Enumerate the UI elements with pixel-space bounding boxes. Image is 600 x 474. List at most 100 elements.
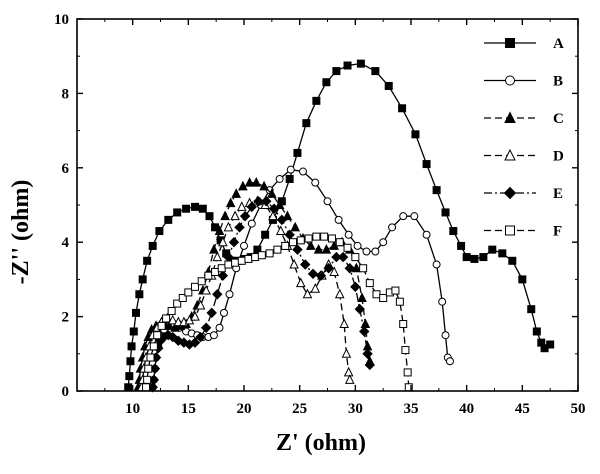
y-axis-title: -Z'' (ohm) xyxy=(8,180,34,285)
series-f-point xyxy=(244,254,253,263)
axes-layer: 10 15 20 25 30 35 40 45 50 0 2 4 6 8 10 xyxy=(54,12,586,417)
series-e-point xyxy=(234,222,245,233)
series-d-point xyxy=(289,258,299,269)
series-e-point xyxy=(212,289,223,300)
series-f-point xyxy=(281,241,290,250)
legend-marker-a xyxy=(505,38,515,48)
x-tick-label: 20 xyxy=(237,401,252,417)
series-a-point xyxy=(384,81,393,90)
series-e-point xyxy=(284,229,295,240)
series-c-point xyxy=(267,188,277,198)
series-a-point xyxy=(322,78,331,87)
series-f-point xyxy=(204,271,213,280)
x-tick-label: 35 xyxy=(404,401,419,417)
series-e-point xyxy=(323,263,334,274)
series-d-point xyxy=(201,284,211,295)
y-tick-label: 8 xyxy=(62,86,70,102)
series-d-point xyxy=(195,299,206,310)
x-axis-title: Z' (ohm) xyxy=(276,430,366,456)
series-a-point xyxy=(127,342,136,351)
y-tick-label: 2 xyxy=(62,310,70,326)
series-d-point xyxy=(295,277,306,288)
series-c-point xyxy=(231,188,242,198)
series-f-point xyxy=(320,232,329,241)
series-f-point xyxy=(343,243,352,252)
x-tick-label: 30 xyxy=(348,401,363,417)
y-tick-label: 0 xyxy=(62,384,70,400)
series-f-point xyxy=(401,346,410,355)
series-a-point xyxy=(293,148,302,157)
series-b-point xyxy=(299,167,308,176)
series-a-point xyxy=(173,208,182,217)
series-a-point xyxy=(124,383,133,392)
series-f-point xyxy=(157,321,166,330)
series-b-point xyxy=(247,219,256,228)
legend-item-d: D xyxy=(484,149,564,165)
series-a-point xyxy=(532,327,541,336)
series-c-point xyxy=(244,177,255,187)
series-f-point xyxy=(365,279,374,288)
series-a-point xyxy=(449,227,458,236)
series-e-point xyxy=(315,270,327,281)
series-b-point xyxy=(225,290,234,299)
series-f-point xyxy=(231,258,240,267)
series-a-point xyxy=(164,215,173,224)
legend-label-f: F xyxy=(553,224,562,240)
series-a-point xyxy=(205,212,214,221)
series-e-point xyxy=(307,268,319,280)
series-e-point xyxy=(253,196,264,207)
series-a-point xyxy=(527,305,536,314)
legend-label-d: D xyxy=(553,149,564,165)
series-a-point xyxy=(398,104,407,113)
series-a-point xyxy=(302,119,311,128)
series-f-point xyxy=(149,342,158,351)
series-c-point xyxy=(251,177,262,187)
series-d-line xyxy=(140,200,351,388)
series-e-point xyxy=(246,201,258,213)
series-f-point xyxy=(265,249,274,258)
series-e-point xyxy=(344,263,355,274)
series-e-point xyxy=(195,331,206,343)
series-c-point xyxy=(238,180,248,191)
series-b-point xyxy=(399,212,408,221)
series-b-point xyxy=(432,260,441,269)
legend: A B C D E F xyxy=(484,36,564,240)
series-a-point xyxy=(432,186,441,195)
series-b-point xyxy=(362,247,371,256)
series-a-point xyxy=(479,253,488,262)
series-f-point xyxy=(197,277,206,286)
series-f-point xyxy=(237,256,246,265)
series-f-point xyxy=(312,232,321,241)
series-a-point xyxy=(411,130,420,139)
series-c-point xyxy=(274,199,285,209)
series-b-point xyxy=(275,174,284,183)
series-d-point xyxy=(275,225,286,236)
series-d-point xyxy=(190,310,200,321)
series-a-point xyxy=(441,208,450,217)
y-tick-label: 6 xyxy=(62,161,70,177)
series-a-point xyxy=(191,202,200,211)
series-f-point xyxy=(327,234,336,243)
series-a-point xyxy=(182,204,191,213)
series-b-point xyxy=(388,223,397,232)
series-d-point xyxy=(310,283,321,293)
series-a-point xyxy=(132,308,141,317)
series-e-point xyxy=(239,210,251,222)
series-f-point xyxy=(359,264,368,273)
series-b-point xyxy=(441,331,450,340)
series-c-point xyxy=(220,210,230,221)
series-c-point xyxy=(282,210,293,221)
series-c-point xyxy=(313,244,324,254)
series-a-point xyxy=(211,223,220,232)
series-a-point xyxy=(422,160,431,169)
legend-marker-c xyxy=(504,111,516,123)
series-f-point xyxy=(167,307,176,316)
series-a-point xyxy=(518,275,527,284)
series-f xyxy=(142,232,413,392)
legend-item-a: A xyxy=(484,36,564,52)
series-d-point xyxy=(212,251,223,262)
series-e-point xyxy=(206,307,217,319)
x-tick-label: 10 xyxy=(125,401,140,417)
x-tick-label: 15 xyxy=(181,401,196,417)
series-e-point xyxy=(217,270,229,281)
